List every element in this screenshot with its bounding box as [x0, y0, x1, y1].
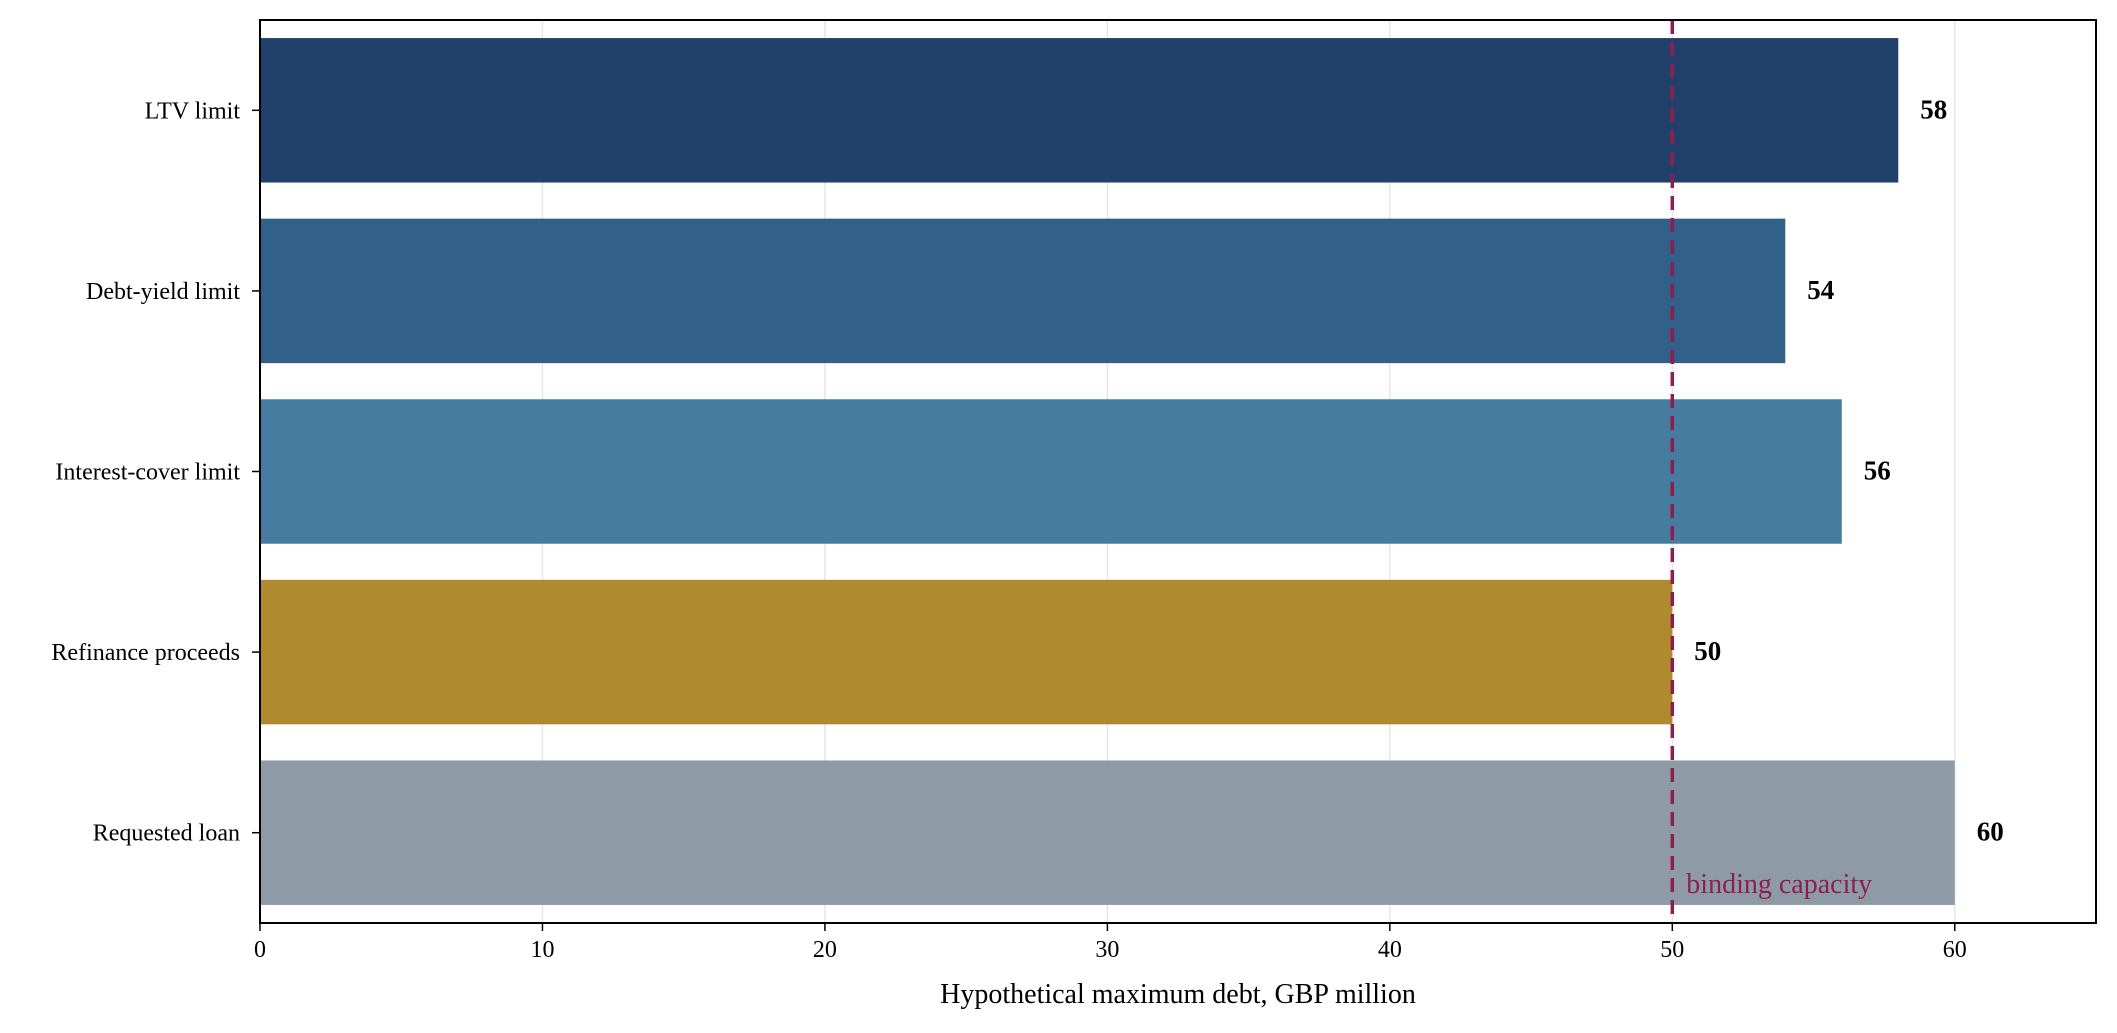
x-tick-label-20: 20	[813, 937, 837, 963]
x-tick-label-40: 40	[1378, 937, 1402, 963]
x-tick-label-30: 30	[1095, 937, 1119, 963]
bar-refinance-proceeds	[260, 579, 1673, 725]
bar-debt-yield-limit	[260, 218, 1786, 364]
x-axis-title: Hypothetical maximum debt, GBP million	[940, 979, 1416, 1010]
y-axis: LTV limit Debt-yield limit Interest-cover …	[51, 98, 260, 847]
category-label-requested-loan: Requested loan	[93, 821, 240, 847]
bar-interest-cover-limit	[260, 399, 1842, 544]
x-axis: 0 10 20 30 40 50 60	[254, 923, 1967, 963]
x-tick-label-50: 50	[1660, 937, 1684, 963]
category-label-refinance-proceeds: Refinance proceeds	[51, 640, 240, 666]
value-label-requested-loan: 60	[1977, 817, 2004, 847]
bars	[260, 38, 1955, 905]
reference-line-group: binding capacity	[1670, 20, 1872, 923]
value-label-refinance-proceeds: 50	[1694, 636, 1721, 666]
value-labels: 58 54 56 50 60	[1694, 94, 2003, 846]
category-label-interest-cover-limit: Interest-cover limit	[55, 460, 240, 486]
x-tick-label-0: 0	[254, 937, 266, 963]
x-tick-label-10: 10	[530, 937, 554, 963]
x-tick-label-60: 60	[1943, 937, 1967, 963]
value-label-ltv-limit: 58	[1920, 94, 1947, 124]
category-label-debt-yield-limit: Debt-yield limit	[86, 279, 240, 305]
reference-line-label: binding capacity	[1686, 869, 1872, 900]
value-label-debt-yield-limit: 54	[1807, 275, 1834, 305]
category-label-ltv-limit: LTV limit	[145, 98, 241, 124]
value-label-interest-cover-limit: 56	[1864, 456, 1891, 486]
bar-ltv-limit	[260, 38, 1899, 183]
